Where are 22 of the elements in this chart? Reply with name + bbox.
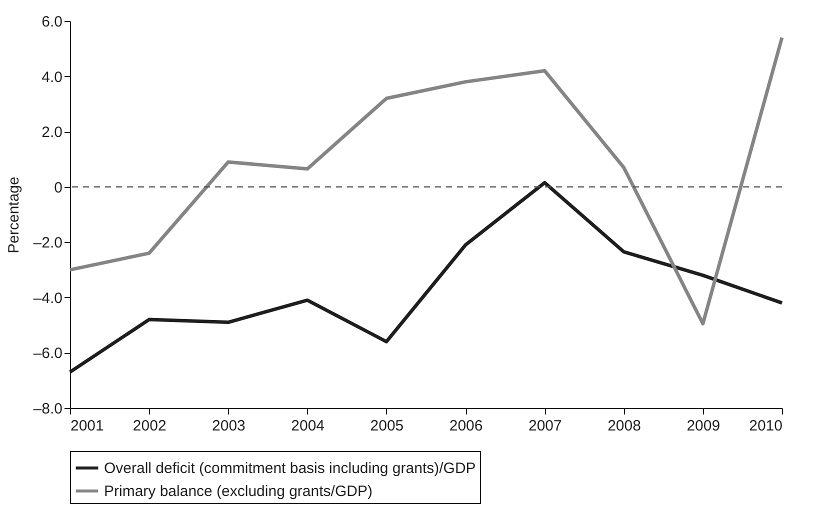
legend-label: Primary balance (excluding grants/GDP)	[104, 483, 372, 500]
x-tick-label: 2005	[370, 418, 404, 434]
x-tick-label: 2010	[749, 418, 782, 434]
y-tick-label: 6.0	[42, 14, 62, 30]
line-series	[68, 36, 784, 326]
y-tick-label: 2.0	[42, 124, 62, 142]
legend-label: Overall deficit (commitment basis including grants)/GDP	[104, 460, 476, 477]
x-tick-label: 2003	[212, 418, 246, 434]
y-tick-label: 4.0	[42, 68, 62, 86]
y-tick-label: –8.0	[33, 400, 62, 418]
x-tick-label: 2006	[449, 418, 483, 434]
y-tick-label: 0	[54, 179, 62, 196]
y-tick-label: –2.0	[33, 234, 62, 252]
x-tick-label: 2007	[528, 418, 562, 434]
y-axis-title: Percentage	[5, 176, 22, 254]
x-tick-label: 2002	[132, 418, 166, 434]
x-tick-label: 2009	[686, 418, 720, 434]
y-tick-label: –4.0	[33, 290, 62, 307]
x-tick-label: 2004	[291, 418, 325, 434]
y-tick-label: –6.0	[33, 345, 62, 362]
x-tick-label: 2001	[70, 418, 104, 434]
x-tick-label: 2008	[608, 418, 641, 434]
